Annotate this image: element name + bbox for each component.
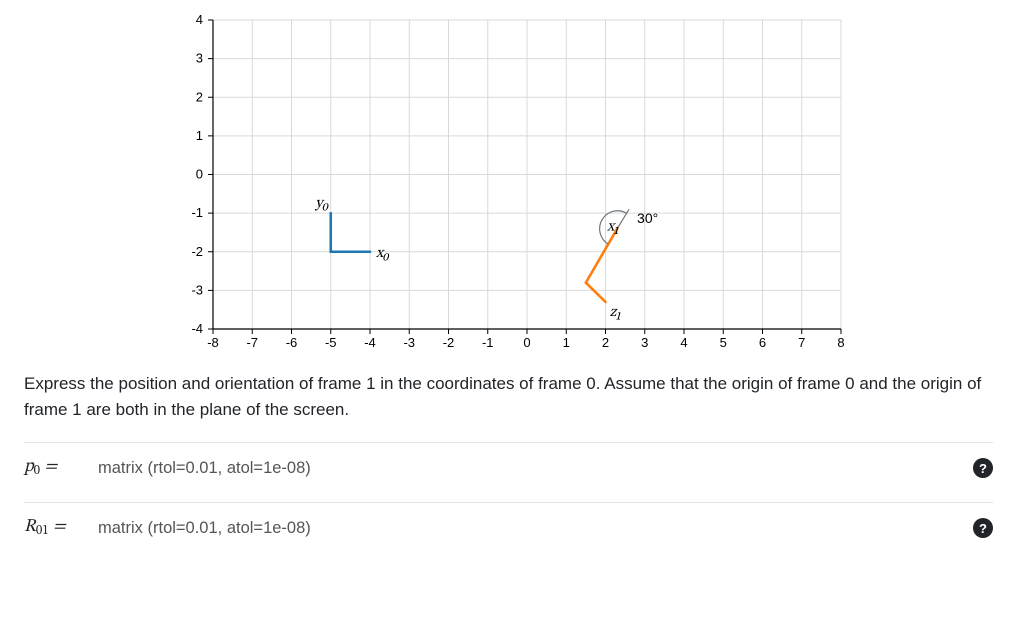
chart-container: -8 -7 -6 -5 -4 -3 -2 -1 0 1 2 3 4 5 6 7 8 -4 -3 -2 -1 0 1 2 3 4 x₀… [24, 12, 993, 357]
coordinate-chart: -8 -7 -6 -5 -4 -3 -2 -1 0 1 2 3 4 5 6 7 8 -4 -3 -2 -1 0 1 2 3 4 x₀… [169, 12, 849, 357]
divider [24, 442, 993, 443]
answer-input-p0[interactable] [98, 453, 955, 484]
svg-text:-1: -1 [191, 205, 203, 220]
svg-text:-2: -2 [191, 244, 203, 259]
svg-text:1: 1 [195, 128, 202, 143]
svg-text:8: 8 [837, 335, 844, 350]
page-root: -8 -7 -6 -5 -4 -3 -2 -1 0 1 2 3 4 5 6 7 8 -4 -3 -2 -1 0 1 2 3 4 x₀… [0, 0, 1017, 572]
svg-text:x₀: x₀ [375, 246, 390, 261]
lhs-label-p0: p0 = [24, 456, 80, 480]
svg-text:3: 3 [195, 51, 202, 66]
svg-text:-5: -5 [324, 335, 336, 350]
svg-text:z₁: z₁ [609, 305, 621, 320]
svg-text:2: 2 [601, 335, 608, 350]
svg-text:y₀: y₀ [314, 196, 329, 211]
svg-text:-8: -8 [207, 335, 219, 350]
lhs-label-R01: R01 = [24, 516, 80, 540]
svg-text:4: 4 [195, 12, 202, 27]
svg-text:6: 6 [758, 335, 765, 350]
svg-text:x₁: x₁ [606, 220, 619, 235]
svg-text:-2: -2 [442, 335, 454, 350]
divider [24, 502, 993, 503]
help-icon[interactable]: ? [973, 518, 993, 538]
svg-text:5: 5 [719, 335, 726, 350]
answer-row-R01: R01 = ? [24, 513, 993, 544]
svg-text:0: 0 [195, 167, 202, 182]
svg-text:-6: -6 [285, 335, 297, 350]
svg-text:-7: -7 [246, 335, 258, 350]
svg-text:-4: -4 [364, 335, 376, 350]
svg-text:1: 1 [562, 335, 569, 350]
svg-text:-3: -3 [191, 282, 203, 297]
svg-text:4: 4 [680, 335, 687, 350]
svg-text:7: 7 [798, 335, 805, 350]
svg-text:3: 3 [641, 335, 648, 350]
svg-text:-1: -1 [481, 335, 493, 350]
help-glyph: ? [979, 461, 987, 476]
svg-text:2: 2 [195, 89, 202, 104]
svg-text:30°: 30° [637, 210, 658, 226]
help-glyph: ? [979, 521, 987, 536]
svg-text:-3: -3 [403, 335, 415, 350]
svg-text:-4: -4 [191, 321, 203, 336]
help-icon[interactable]: ? [973, 458, 993, 478]
question-prompt: Express the position and orientation of … [24, 371, 993, 424]
answer-input-R01[interactable] [98, 513, 955, 544]
answer-row-p0: p0 = ? [24, 453, 993, 484]
svg-text:0: 0 [523, 335, 530, 350]
